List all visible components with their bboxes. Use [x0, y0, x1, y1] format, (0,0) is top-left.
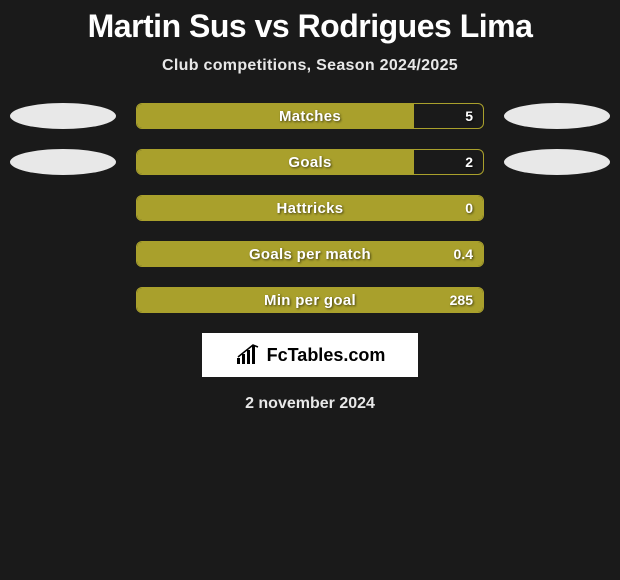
stat-label: Matches [137, 104, 483, 128]
left-spacer [10, 241, 116, 267]
comparison-card: Martin Sus vs Rodrigues Lima Club compet… [0, 0, 620, 413]
stat-label: Goals per match [137, 242, 483, 266]
stat-row: Min per goal285 [0, 287, 620, 313]
stat-row: Matches5 [0, 103, 620, 129]
player1-name: Martin Sus [88, 8, 247, 44]
stat-row: Hattricks0 [0, 195, 620, 221]
logo-box[interactable]: FcTables.com [202, 333, 418, 377]
right-ellipse [504, 103, 610, 129]
stat-rows: Matches5Goals2Hattricks0Goals per match0… [0, 103, 620, 313]
right-ellipse [504, 149, 610, 175]
stat-value: 5 [465, 104, 473, 128]
left-ellipse [10, 103, 116, 129]
stat-bar: Hattricks0 [136, 195, 484, 221]
left-ellipse [10, 149, 116, 175]
left-spacer [10, 287, 116, 313]
stat-label: Min per goal [137, 288, 483, 312]
stat-bar: Matches5 [136, 103, 484, 129]
stat-bar: Goals per match0.4 [136, 241, 484, 267]
title-connector: vs [255, 8, 290, 44]
stat-label: Hattricks [137, 196, 483, 220]
right-spacer [504, 241, 610, 267]
date-text: 2 november 2024 [0, 395, 620, 413]
stat-bar: Goals2 [136, 149, 484, 175]
stat-label: Goals [137, 150, 483, 174]
fctables-icon [235, 344, 261, 366]
stat-bar: Min per goal285 [136, 287, 484, 313]
subtitle: Club competitions, Season 2024/2025 [0, 57, 620, 75]
stat-value: 0 [465, 196, 473, 220]
stat-row: Goals per match0.4 [0, 241, 620, 267]
right-spacer [504, 287, 610, 313]
stat-value: 0.4 [454, 242, 473, 266]
logo-text: FcTables.com [267, 345, 386, 366]
right-spacer [504, 195, 610, 221]
stat-value: 285 [450, 288, 473, 312]
left-spacer [10, 195, 116, 221]
player2-name: Rodrigues Lima [298, 8, 533, 44]
stat-value: 2 [465, 150, 473, 174]
stat-row: Goals2 [0, 149, 620, 175]
page-title: Martin Sus vs Rodrigues Lima [0, 8, 620, 45]
